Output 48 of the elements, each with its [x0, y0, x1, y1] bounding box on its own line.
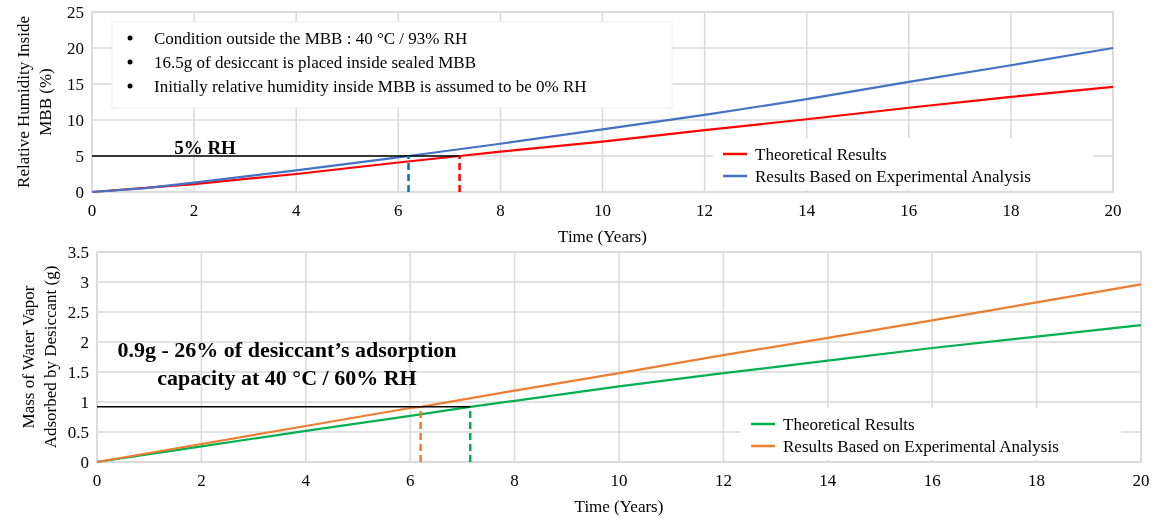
x-axis-title: Time (Years): [558, 227, 647, 246]
y-tick-label: 3: [80, 273, 89, 292]
y-axis-title: Mass of Water Vapor Adsorbed by Desiccant (g): [19, 265, 60, 449]
annotation: Initially relative humidity inside MBB is assumed to be 0% RH: [154, 77, 587, 96]
y-tick-label: 1.5: [67, 363, 89, 382]
x-tick-label: 14: [798, 201, 816, 220]
annotation: Condition outside the MBB : 40 °C / 93% RH: [154, 29, 468, 48]
y-tick-label: 3.5: [67, 243, 89, 262]
legend-label: Results Based on Experimental Analysis: [783, 437, 1059, 456]
y-tick-label: 1: [80, 393, 89, 412]
x-axis-title: Time (Years): [574, 497, 664, 516]
y-tick-label: 25: [67, 3, 84, 22]
annotation: 16.5g of desiccant is placed inside sealed MBB: [154, 53, 476, 72]
x-tick-label: 10: [610, 471, 628, 490]
y-axis-title: Relative Humidity Inside MBB (%): [14, 16, 55, 188]
y-tick-label: 0.5: [67, 423, 89, 442]
annotation: 0.9g - 26% of desiccant’s adsorption capacity at 40 °C / 60% RH: [117, 337, 457, 390]
legend-label: Results Based on Experimental Analysis: [755, 167, 1031, 186]
x-tick-label: 6: [405, 471, 415, 490]
y-tick-label: 0: [75, 183, 84, 202]
x-tick-label: 16: [900, 201, 918, 220]
y-tick-label: 2: [80, 333, 89, 352]
x-tick-label: 12: [714, 471, 732, 490]
y-tick-label: 5: [75, 147, 84, 166]
y-tick-label: 15: [67, 75, 84, 94]
x-tick-label: 20: [1104, 201, 1122, 220]
x-tick-label: 18: [1028, 471, 1046, 490]
x-tick-label: 18: [1002, 201, 1020, 220]
y-tick-label: 10: [67, 111, 84, 130]
x-tick-label: 12: [696, 201, 714, 220]
x-tick-label: 2: [197, 471, 206, 490]
y-tick-label: 2.5: [67, 303, 89, 322]
legend-label: Theoretical Results: [755, 145, 887, 164]
x-tick-label: 6: [394, 201, 403, 220]
x-tick-label: 8: [496, 201, 505, 220]
x-tick-label: 20: [1132, 471, 1150, 490]
y-tick-label: 0: [80, 453, 89, 472]
x-tick-label: 2: [189, 201, 199, 220]
y-tick-label: 20: [67, 39, 84, 58]
x-tick-label: 10: [594, 201, 611, 220]
x-tick-label: 14: [819, 471, 837, 490]
x-tick-label: 4: [301, 471, 311, 490]
x-tick-label: 16: [923, 471, 941, 490]
x-tick-label: 8: [510, 471, 519, 490]
x-tick-label: 4: [291, 201, 301, 220]
x-tick-label: 0: [92, 471, 102, 490]
legend-label: Theoretical Results: [783, 415, 915, 434]
annotation: 5% RH: [174, 137, 237, 158]
